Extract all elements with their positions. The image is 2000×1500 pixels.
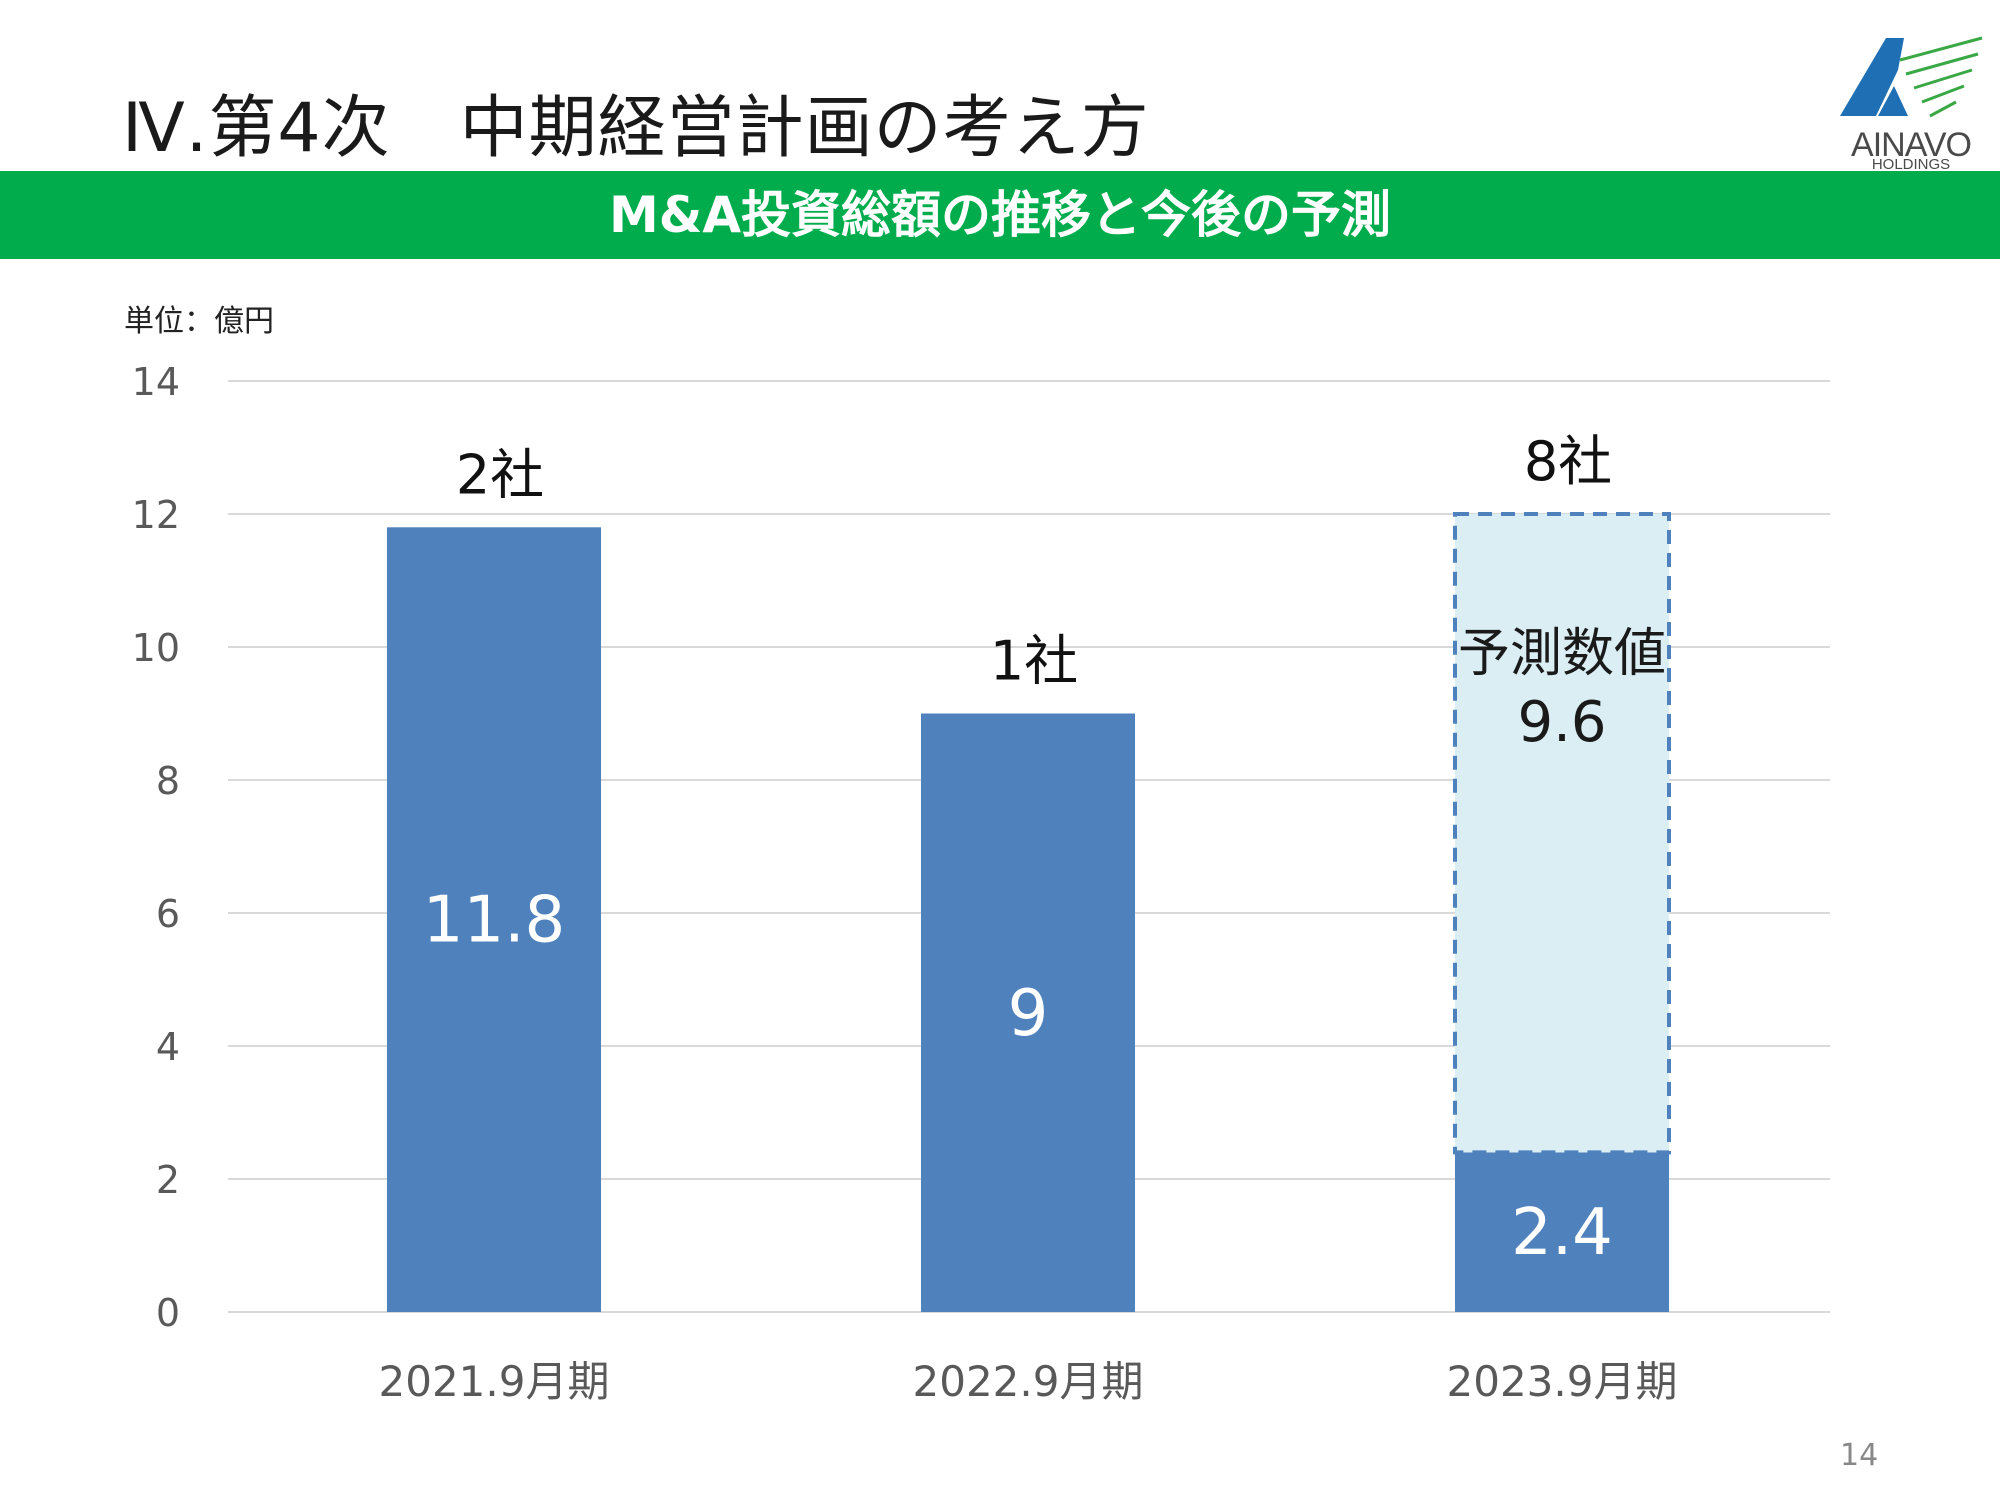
forecast-value-label: 9.6 xyxy=(1517,690,1606,755)
page-title: Ⅳ.第4次 中期経営計画の考え方 xyxy=(122,89,1150,168)
bar xyxy=(387,527,601,1312)
data-label: 9 xyxy=(1008,977,1049,1051)
x-tick-label: 2022.9月期 xyxy=(913,1357,1144,1406)
y-tick-label: 0 xyxy=(156,1291,180,1335)
x-tick-label: 2021.9月期 xyxy=(379,1357,610,1406)
y-tick-label: 12 xyxy=(132,493,180,537)
company-count-label: 8社 xyxy=(1524,430,1612,493)
banner-title: M&A投資総額の推移と今後の予測 xyxy=(608,186,1392,244)
data-label: 2.4 xyxy=(1511,1196,1613,1270)
y-tick-label: 8 xyxy=(156,759,180,803)
bar xyxy=(1455,1152,1669,1312)
forecast-label: 予測数値 xyxy=(1458,624,1666,684)
company-logo: AINAVO HOLDINGS xyxy=(1838,30,1984,173)
y-tick-label: 10 xyxy=(132,626,180,670)
forecast-bar xyxy=(1453,512,1671,1155)
logo-subtitle: HOLDINGS xyxy=(1871,156,1951,173)
bar xyxy=(921,713,1135,1312)
company-count-label: 1社 xyxy=(990,630,1078,693)
x-tick-label: 2023.9月期 xyxy=(1447,1357,1678,1406)
y-tick-label: 2 xyxy=(156,1158,180,1202)
page-number: 14 xyxy=(1840,1438,1879,1473)
company-count-label: 2社 xyxy=(456,443,544,506)
y-tick-label: 14 xyxy=(132,360,180,404)
section-banner: M&A投資総額の推移と今後の予測 xyxy=(0,171,2000,259)
y-tick-label: 6 xyxy=(156,892,180,936)
data-label: 11.8 xyxy=(423,884,566,958)
logo-mark-icon xyxy=(1840,36,1983,118)
logo-name: AINAVO xyxy=(1851,126,1972,164)
y-tick-label: 4 xyxy=(156,1025,180,1069)
unit-label: 単位：億円 xyxy=(124,304,274,339)
